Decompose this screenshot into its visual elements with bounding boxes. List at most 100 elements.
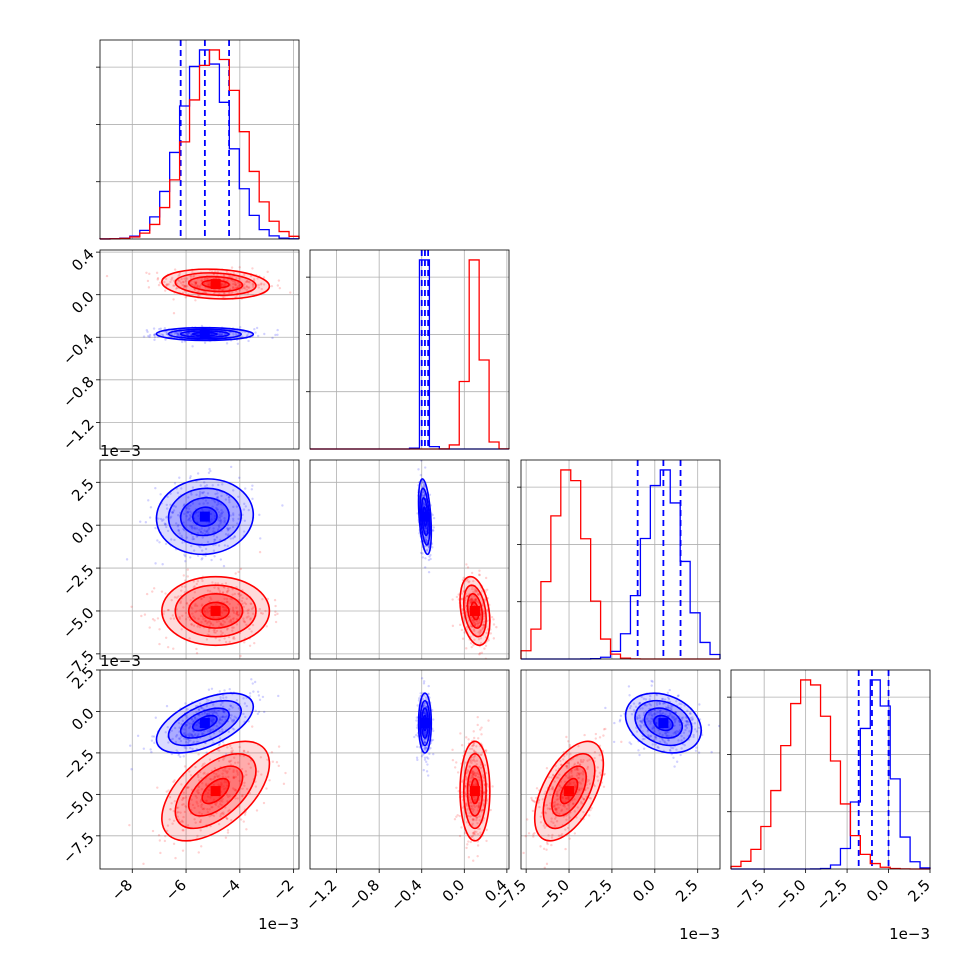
- scatter-point: [476, 815, 479, 819]
- scatter-point: [253, 328, 256, 331]
- scatter-point: [219, 520, 223, 523]
- scatter-panel: [99, 249, 300, 450]
- scatter-point: [664, 706, 668, 709]
- scatter-point: [426, 536, 429, 539]
- scatter-point: [478, 652, 482, 655]
- scatter-point: [562, 804, 565, 807]
- scatter-point: [196, 580, 200, 583]
- scatter-point: [212, 783, 216, 787]
- scatter-point: [179, 739, 183, 743]
- scatter-point: [183, 579, 187, 582]
- scatter-point: [477, 803, 481, 807]
- scatter-point: [484, 599, 487, 602]
- scatter-point: [483, 620, 486, 624]
- scatter-point: [222, 605, 225, 609]
- scatter-point: [184, 617, 188, 621]
- scatter-point: [471, 772, 475, 775]
- scatter-point: [422, 483, 426, 487]
- scatter-point: [424, 527, 427, 530]
- scatter-point: [156, 539, 159, 542]
- scatter-point: [455, 815, 458, 818]
- scatter-point: [473, 830, 477, 833]
- scatter-point: [639, 719, 642, 723]
- scatter-point: [684, 728, 687, 732]
- scatter-point: [234, 572, 237, 575]
- scatter-point: [471, 834, 475, 837]
- scatter-point: [424, 527, 427, 531]
- scatter-point: [234, 282, 237, 285]
- scatter-point: [169, 503, 172, 506]
- scatter-point: [216, 775, 219, 778]
- scatter-point: [654, 743, 657, 746]
- scatter-point: [258, 698, 262, 702]
- scatter-point: [213, 540, 216, 544]
- scatter-point: [258, 607, 262, 611]
- scatter-point: [125, 558, 129, 561]
- scatter-point: [195, 800, 198, 804]
- scatter-point: [467, 840, 470, 843]
- scatter-point: [251, 682, 254, 685]
- scatter-point: [675, 732, 678, 736]
- scatter-point: [177, 737, 181, 740]
- scatter-point: [210, 806, 213, 809]
- scatter-point: [215, 496, 219, 499]
- scatter-point: [458, 834, 462, 838]
- scatter-point: [570, 771, 573, 774]
- scatter-point: [619, 714, 623, 718]
- scatter-point: [237, 603, 240, 606]
- scatter-point: [638, 701, 642, 705]
- scatter-point: [460, 744, 464, 747]
- scatter-point: [194, 732, 197, 736]
- scatter-point: [220, 611, 224, 614]
- histogram-red: [99, 49, 300, 240]
- scatter-point: [422, 502, 426, 505]
- scatter-point: [199, 530, 203, 534]
- scatter-point: [274, 604, 277, 608]
- scatter-point: [672, 716, 676, 719]
- scatter-point: [630, 713, 634, 716]
- scatter-point: [218, 718, 222, 721]
- scatter-point: [214, 803, 218, 807]
- scatter-point: [238, 326, 242, 329]
- scatter-point: [524, 834, 527, 838]
- scatter-point: [423, 535, 427, 539]
- scatter-point: [475, 804, 479, 808]
- scatter-point: [221, 701, 224, 704]
- scatter-point: [422, 680, 426, 683]
- scatter-point: [483, 611, 486, 614]
- scatter-point: [187, 786, 190, 789]
- scatter-point: [554, 807, 557, 810]
- scatter-point: [422, 702, 426, 706]
- scatter-point: [228, 498, 231, 502]
- scatter-point: [251, 497, 254, 501]
- scatter-point: [243, 287, 247, 290]
- scatter-point: [232, 333, 235, 336]
- scatter-point: [198, 286, 201, 289]
- scatter-point: [667, 738, 670, 742]
- scatter-point: [578, 781, 581, 784]
- scatter-point: [182, 732, 185, 736]
- scatter-point: [249, 602, 252, 605]
- density-peak-red: [469, 605, 480, 616]
- scatter-point: [208, 710, 212, 714]
- scatter-point: [170, 598, 173, 602]
- scatter-point: [463, 601, 467, 605]
- scatter-point: [232, 728, 236, 731]
- scatter-point: [243, 502, 246, 506]
- scatter-point: [424, 566, 427, 569]
- scatter-point: [476, 600, 480, 604]
- scatter-point: [455, 761, 458, 764]
- scatter-point: [222, 710, 226, 713]
- panel-content: [416, 460, 498, 659]
- scatter-point: [180, 277, 183, 281]
- scatter-point: [254, 785, 258, 788]
- scatter-point: [464, 598, 467, 601]
- scatter-point: [658, 702, 662, 705]
- scatter-point: [256, 712, 260, 716]
- scatter-point: [423, 731, 426, 734]
- scatter-point: [641, 718, 645, 721]
- scatter-point: [226, 793, 229, 797]
- scatter-point: [256, 690, 260, 693]
- scatter-point: [564, 774, 568, 777]
- scatter-point: [552, 774, 555, 777]
